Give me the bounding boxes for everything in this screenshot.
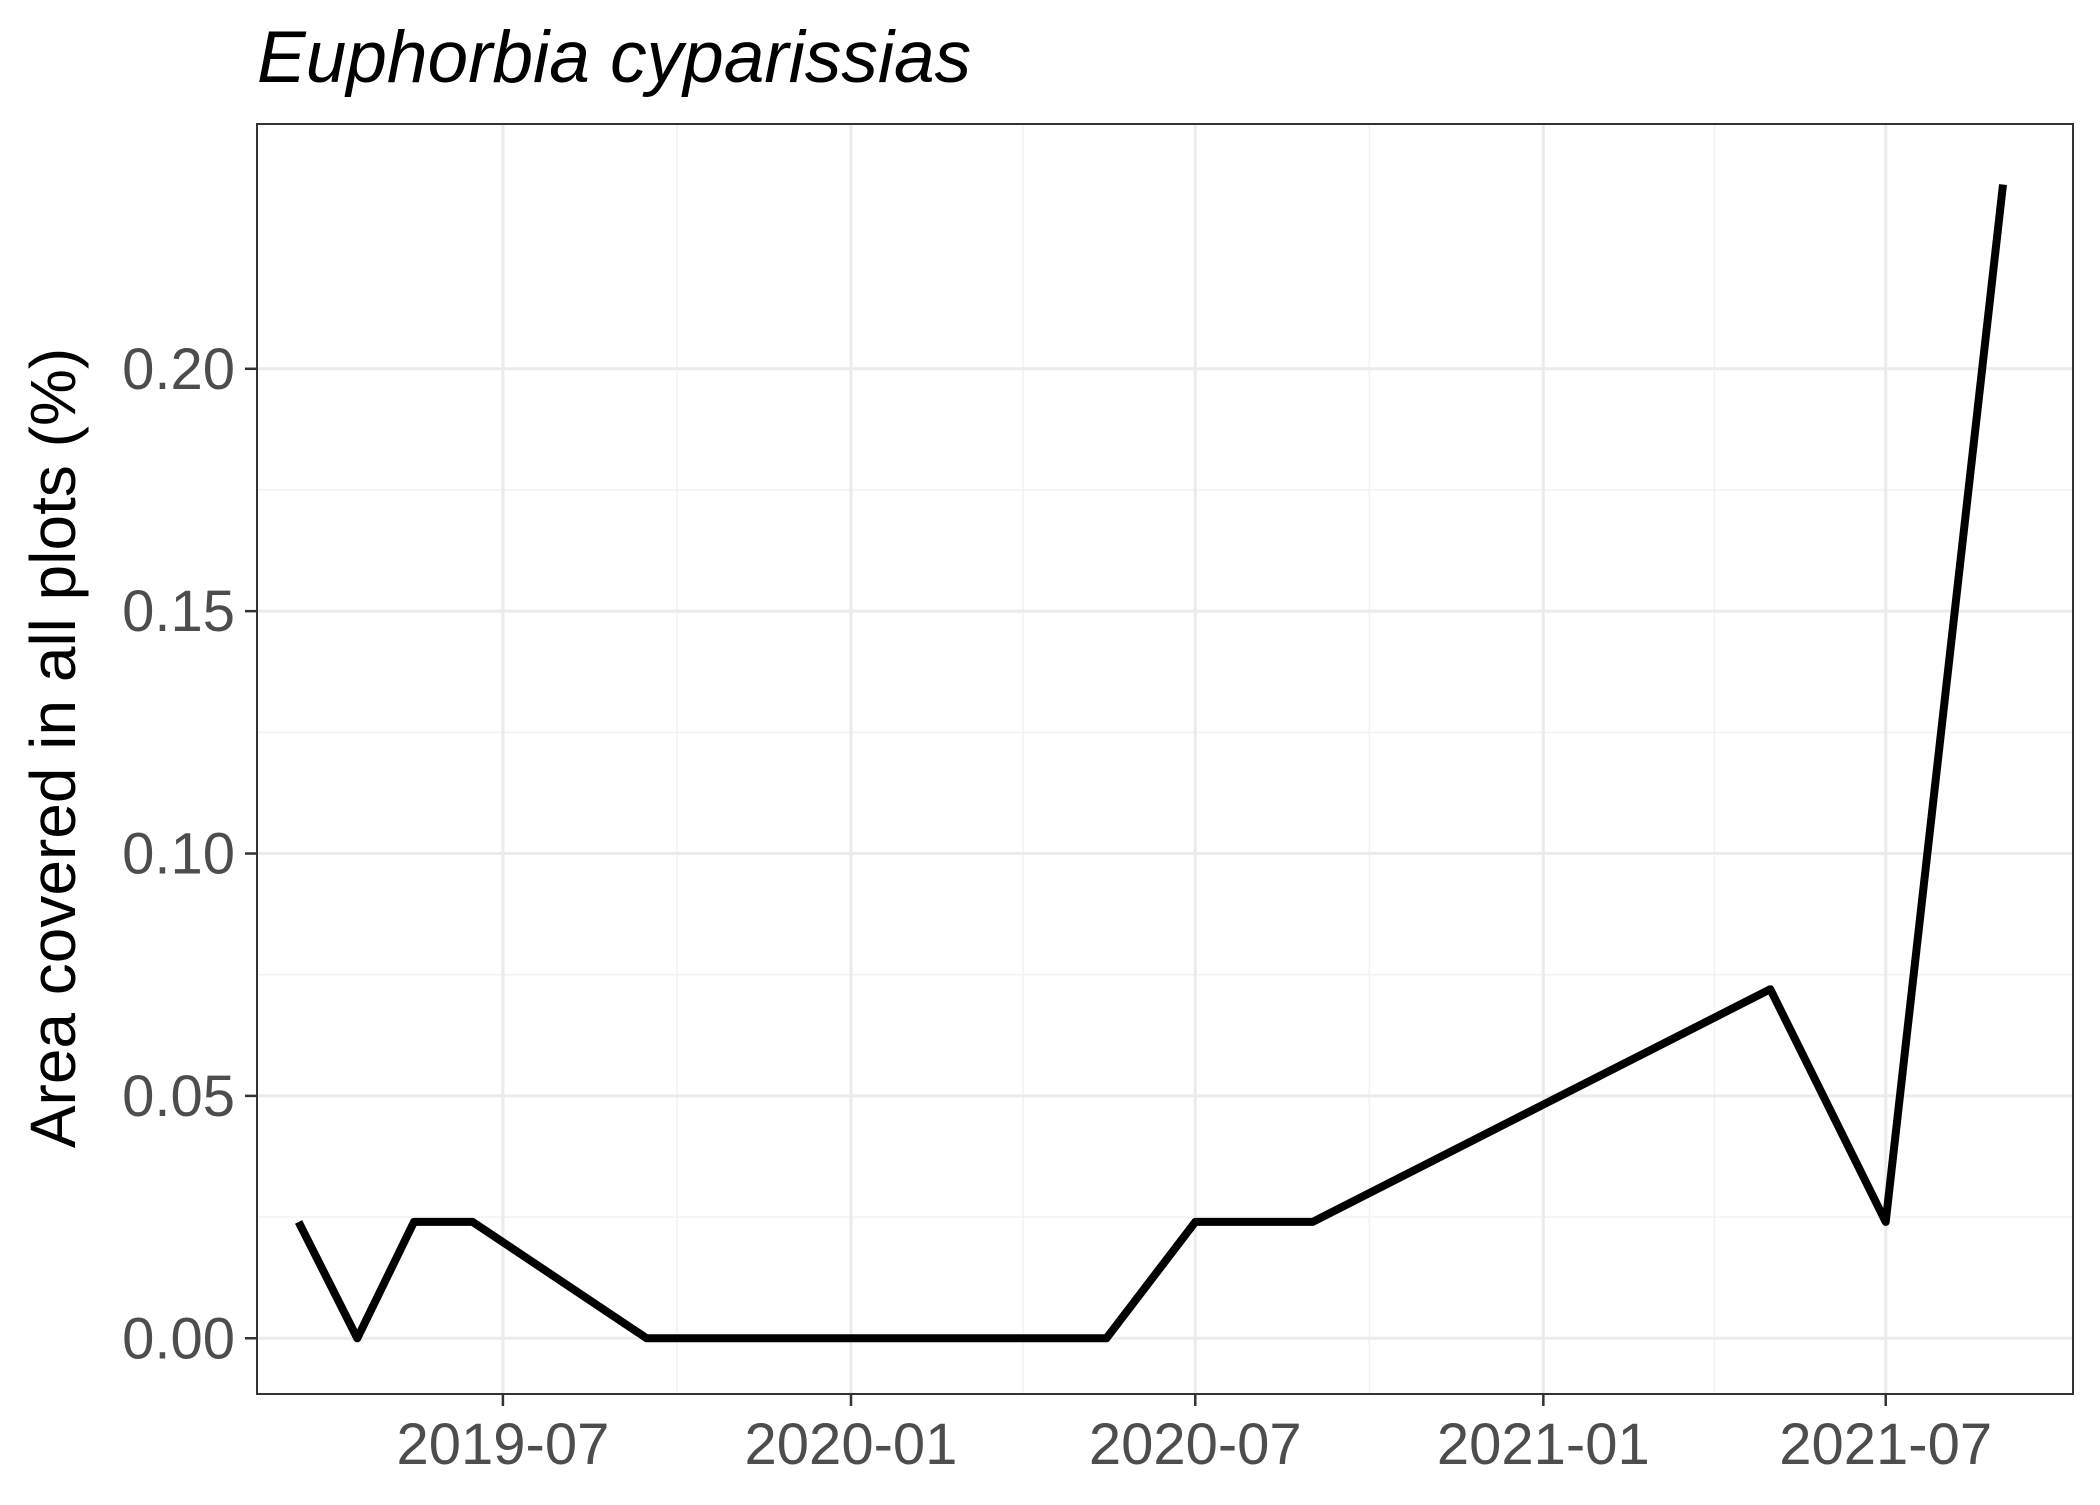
y-axis: 0.00 0.05 0.10 0.15 0.20 — [122, 337, 257, 1371]
x-axis: 2019-07 2020-01 2020-07 2021-01 2021-07 — [396, 1394, 1992, 1477]
y-tick-label: 0.20 — [122, 337, 235, 402]
panel-border — [256, 123, 2074, 1395]
series-layer — [295, 184, 2007, 1343]
grid — [257, 124, 2073, 1394]
y-tick-label: 0.10 — [122, 822, 235, 887]
y-tick-label: 0.15 — [122, 579, 235, 644]
y-tick-label: 0.05 — [122, 1064, 235, 1129]
y-axis-label: Area covered in all plots (%) — [17, 348, 89, 1148]
x-tick-label: 2019-07 — [396, 1412, 609, 1477]
x-tick-label: 2021-01 — [1437, 1412, 1650, 1477]
chart-title: Euphorbia cyparissias — [257, 17, 971, 98]
x-tick-label: 2020-07 — [1089, 1412, 1302, 1477]
x-tick-label: 2020-01 — [745, 1412, 958, 1477]
y-tick-label: 0.00 — [122, 1306, 235, 1371]
x-tick-label: 2021-07 — [1779, 1412, 1992, 1477]
series-line — [295, 184, 2007, 1343]
